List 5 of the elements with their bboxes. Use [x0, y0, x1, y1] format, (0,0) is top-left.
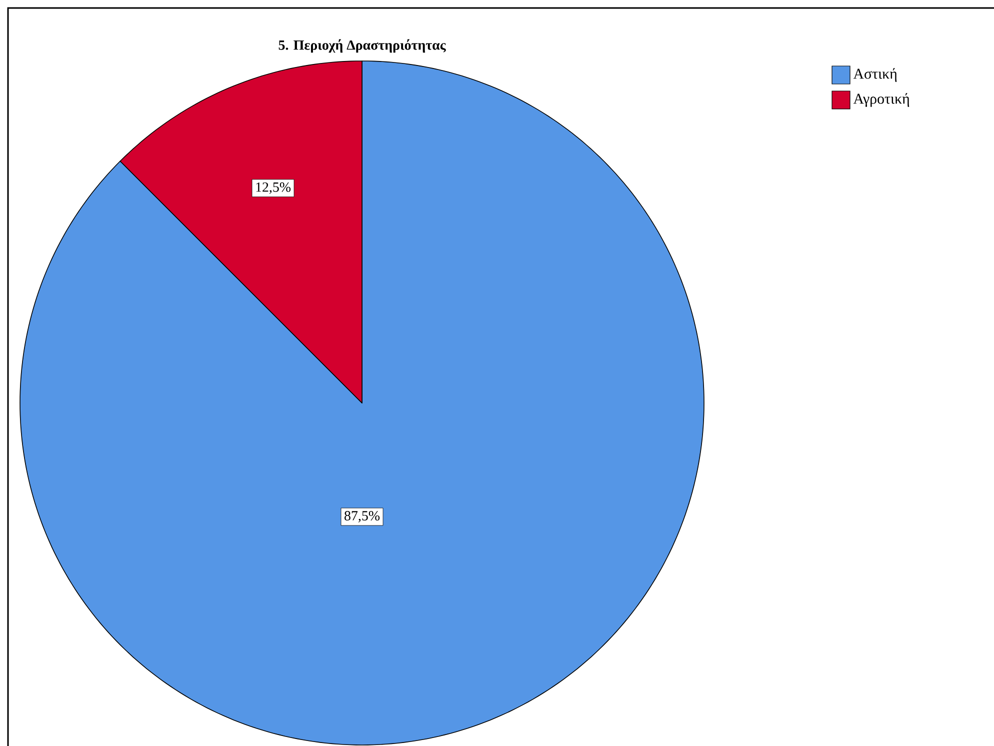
chart-title: 5. Περιοχή Δραστηριότητας: [278, 39, 446, 53]
data-label: 87,5%: [344, 511, 380, 522]
legend-label: Αστική: [853, 68, 897, 82]
data-label: 12,5%: [256, 182, 291, 194]
legend-label: Αγροτική: [853, 93, 910, 107]
